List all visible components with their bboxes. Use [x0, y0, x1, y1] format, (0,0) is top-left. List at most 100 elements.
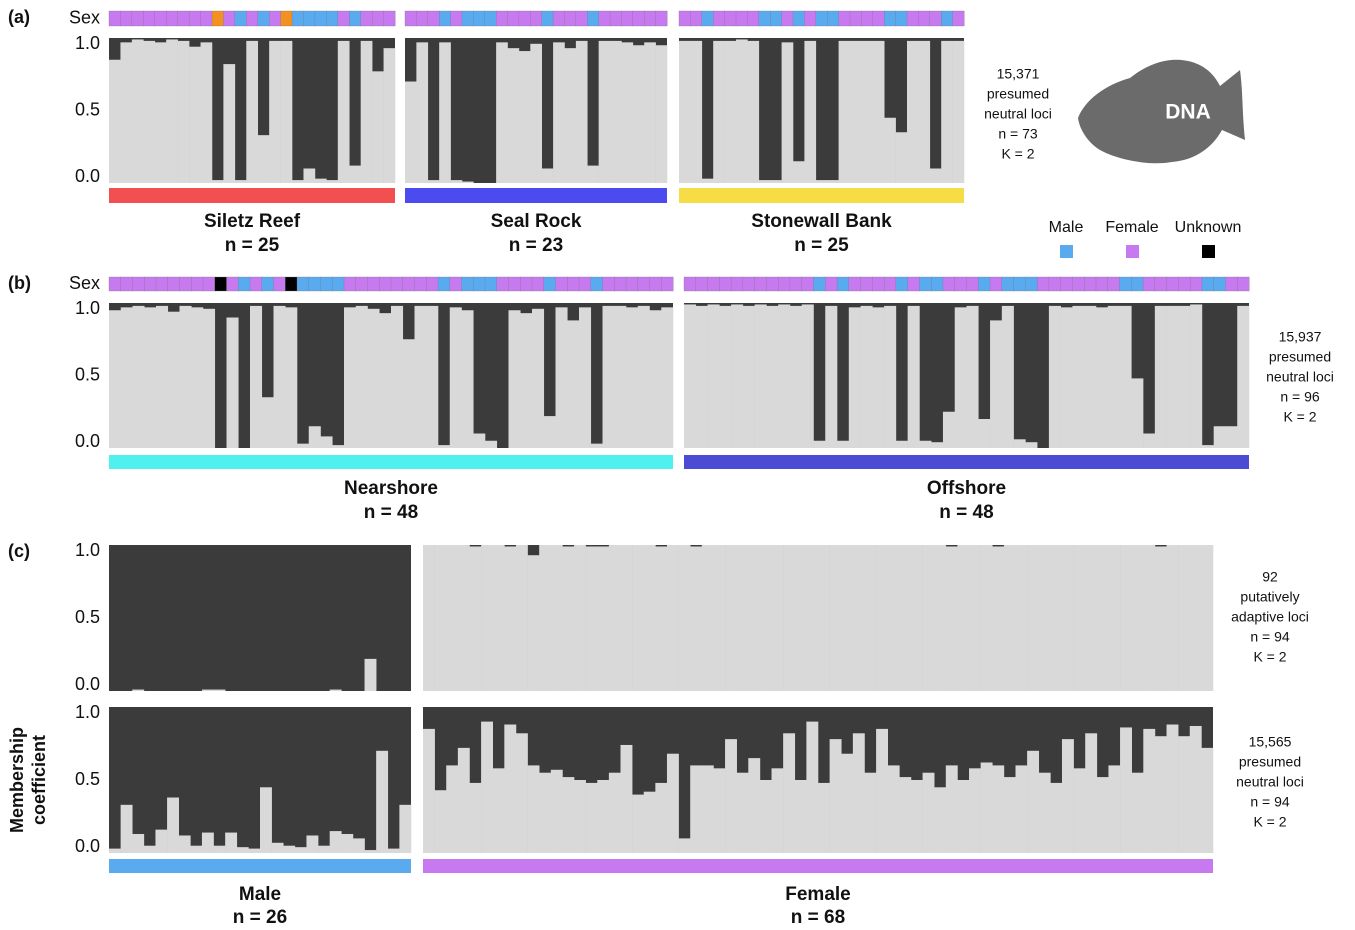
sex-cell	[1202, 277, 1214, 291]
fish-silhouette	[1078, 60, 1245, 164]
membership-bar	[493, 545, 505, 691]
membership-bar	[864, 773, 876, 853]
membership-bar	[250, 306, 262, 448]
membership-bar	[493, 768, 505, 853]
group-n: n = 68	[791, 907, 845, 928]
membership-bar	[1120, 306, 1132, 448]
y-tick-label: 0.5	[75, 99, 100, 119]
membership-bar	[109, 310, 121, 448]
membership-bar	[737, 545, 749, 691]
sex-cell	[953, 11, 965, 26]
membership-bar	[1131, 378, 1143, 448]
membership-bar	[1108, 765, 1120, 853]
membership-bar	[519, 51, 531, 183]
membership-bar	[818, 545, 830, 691]
membership-bar	[303, 169, 315, 184]
membership-bar	[321, 436, 333, 448]
membership-bar	[473, 434, 485, 449]
membership-bar	[766, 306, 778, 448]
sex-cell	[1190, 277, 1202, 291]
membership-bar	[1074, 545, 1086, 691]
sex-cell	[907, 11, 919, 26]
membership-bar	[621, 745, 633, 853]
membership-bar	[576, 41, 588, 183]
membership-bar	[508, 48, 520, 183]
sex-cell	[508, 11, 520, 26]
membership-bar	[235, 180, 247, 183]
membership-bar	[1039, 545, 1051, 691]
sex-cell	[793, 11, 805, 26]
membership-bar	[872, 307, 884, 448]
sex-cell	[731, 277, 743, 291]
membership-bar	[556, 307, 568, 448]
membership-bar	[946, 765, 958, 853]
membership-bar	[530, 44, 542, 183]
sex-cell	[262, 277, 274, 291]
sex-cell	[599, 11, 611, 26]
membership-bar	[155, 830, 167, 853]
membership-bar	[426, 306, 438, 448]
membership-bar	[748, 545, 760, 691]
membership-bar	[884, 306, 896, 448]
membership-bar	[790, 306, 802, 448]
sex-cell	[813, 277, 825, 291]
sex-cell	[1143, 277, 1155, 291]
membership-bar	[632, 795, 644, 853]
membership-bar	[528, 555, 540, 691]
membership-bar	[907, 41, 919, 183]
membership-bar	[587, 166, 599, 183]
sex-cell	[656, 11, 668, 26]
sex-cell	[133, 277, 145, 291]
sex-label: Sex	[69, 7, 100, 27]
plot-note: adaptive loci	[1231, 609, 1309, 625]
membership-bar	[574, 545, 586, 691]
plot-note: putatively	[1240, 589, 1299, 605]
membership-bar	[223, 64, 235, 183]
membership-bar	[469, 783, 481, 853]
sex-cell	[553, 11, 565, 26]
membership-bar	[1202, 445, 1214, 448]
membership-bar	[120, 42, 132, 183]
membership-bar	[156, 306, 168, 448]
membership-bar	[121, 307, 133, 448]
membership-bar	[435, 790, 447, 853]
legend-swatch	[1126, 245, 1139, 258]
membership-bar	[955, 307, 967, 448]
membership-bar	[759, 180, 771, 183]
membership-bar	[713, 41, 725, 183]
membership-bar	[655, 783, 667, 853]
membership-bar	[1178, 545, 1190, 691]
membership-bar	[544, 416, 556, 448]
sex-cell	[269, 11, 281, 26]
y-tick-label: 1.0	[75, 33, 100, 53]
membership-bar	[423, 545, 435, 691]
membership-bar	[931, 442, 943, 448]
membership-bar	[841, 754, 853, 853]
membership-bar	[667, 754, 679, 853]
sex-cell	[759, 11, 771, 26]
membership-bar	[702, 545, 714, 691]
sex-cell	[473, 277, 485, 291]
sex-cell	[349, 11, 361, 26]
membership-bar	[201, 42, 213, 183]
membership-bar	[326, 180, 338, 183]
membership-bar	[212, 180, 224, 183]
membership-bar	[1027, 545, 1039, 691]
membership-bar	[306, 835, 318, 853]
membership-bar	[644, 545, 656, 691]
membership-bar	[423, 729, 435, 853]
membership-bar	[795, 545, 807, 691]
sex-cell	[747, 11, 759, 26]
membership-bar	[274, 306, 286, 448]
membership-bar	[458, 545, 470, 691]
membership-bar	[1167, 725, 1179, 853]
sex-cell	[967, 277, 979, 291]
plot-note: n = 94	[1250, 629, 1290, 645]
membership-bar	[586, 546, 598, 691]
membership-bar	[609, 773, 621, 853]
membership-bar	[899, 545, 911, 691]
sex-cell	[356, 277, 368, 291]
fish-label: DNA	[1165, 101, 1211, 124]
sex-cell	[684, 277, 696, 291]
sex-cell	[816, 11, 828, 26]
